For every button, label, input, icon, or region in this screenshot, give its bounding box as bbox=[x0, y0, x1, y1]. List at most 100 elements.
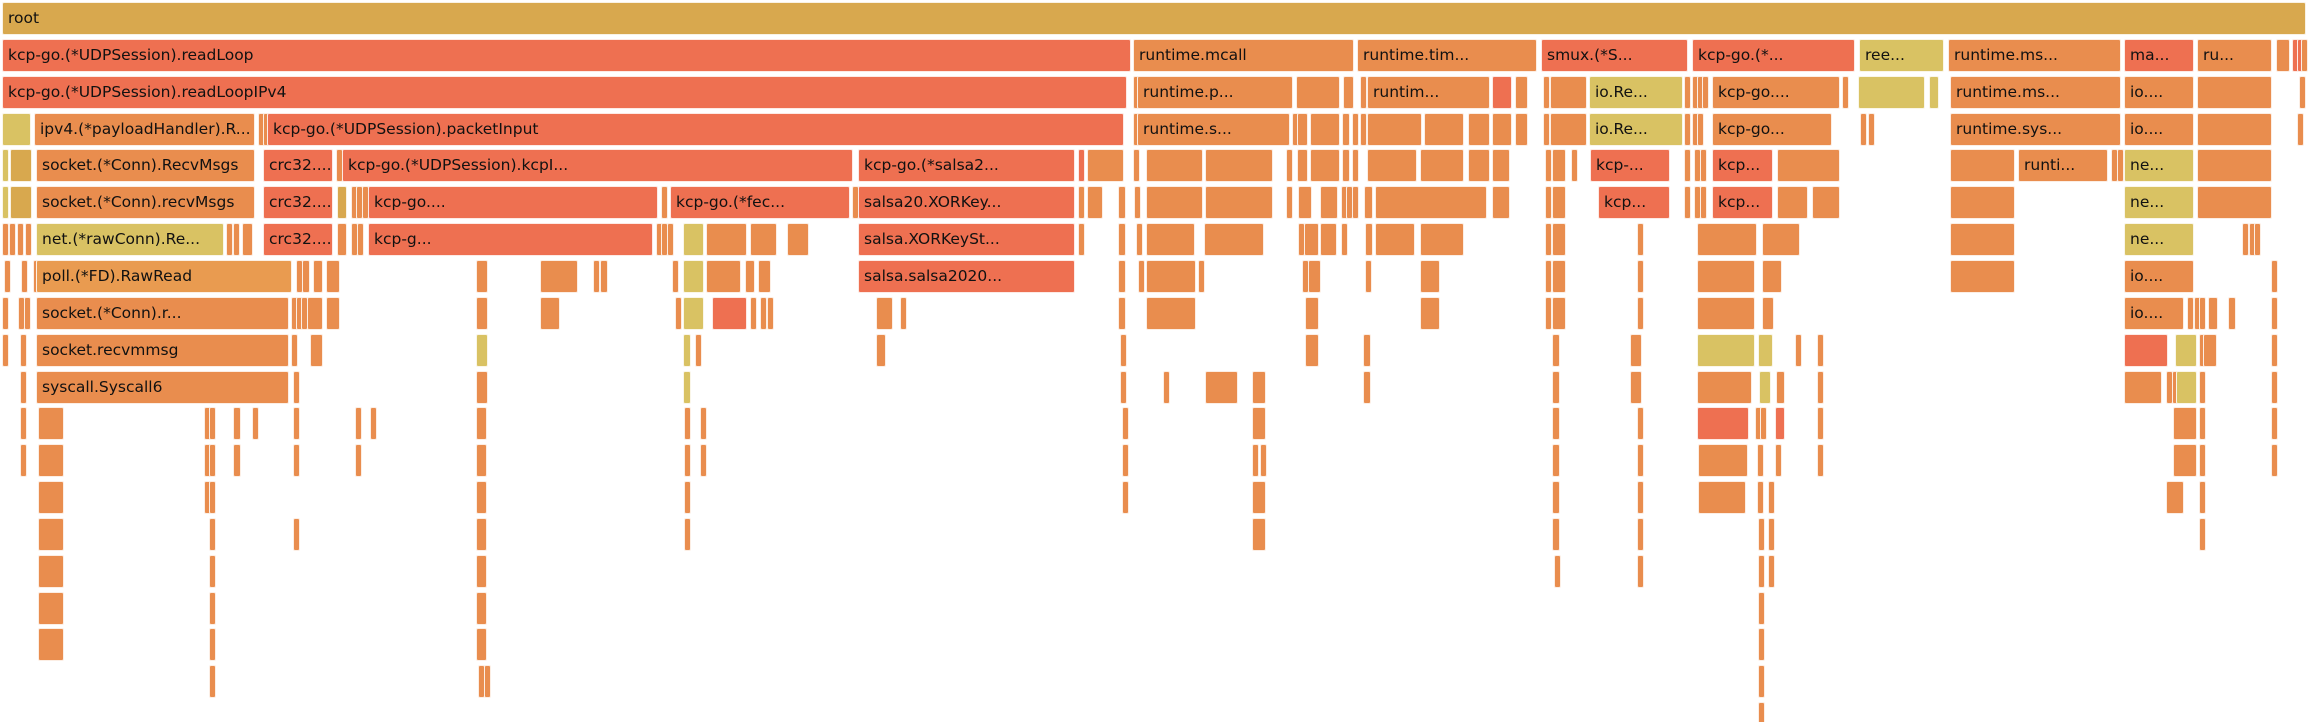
flame-block[interactable] bbox=[2, 113, 31, 146]
flame-block[interactable] bbox=[540, 260, 578, 293]
flame-block[interactable] bbox=[2199, 407, 2206, 440]
flame-block[interactable] bbox=[24, 297, 31, 330]
flame-frame[interactable]: crc32.... bbox=[263, 149, 333, 182]
flame-frame[interactable]: kcp... bbox=[1712, 149, 1773, 182]
flame-block[interactable] bbox=[1552, 223, 1566, 256]
flame-frame[interactable]: ipv4.(*payloadHandler).R... bbox=[34, 113, 255, 146]
flame-block[interactable] bbox=[706, 260, 741, 293]
flame-block[interactable] bbox=[667, 223, 674, 256]
flame-block[interactable] bbox=[209, 407, 216, 440]
flame-block[interactable] bbox=[683, 223, 704, 256]
flame-block[interactable] bbox=[600, 260, 608, 293]
flame-block[interactable] bbox=[38, 444, 64, 477]
flame-block[interactable] bbox=[1286, 186, 1293, 219]
flame-block[interactable] bbox=[767, 297, 774, 330]
flame-block[interactable] bbox=[1252, 444, 1259, 477]
flame-frame[interactable]: crc32.... bbox=[263, 223, 333, 256]
flame-block[interactable] bbox=[1545, 260, 1552, 293]
flame-block[interactable] bbox=[313, 260, 323, 293]
flame-block[interactable] bbox=[661, 186, 668, 219]
flame-block[interactable] bbox=[2208, 297, 2218, 330]
flame-block[interactable] bbox=[2173, 407, 2197, 440]
flame-block[interactable] bbox=[1702, 76, 1709, 109]
flame-block[interactable] bbox=[684, 407, 691, 440]
flame-block[interactable] bbox=[2199, 481, 2206, 514]
flame-block[interactable] bbox=[1424, 113, 1464, 146]
flame-block[interactable] bbox=[1552, 334, 1560, 367]
flame-block[interactable] bbox=[1252, 407, 1266, 440]
flame-block[interactable] bbox=[1762, 297, 1774, 330]
flame-frame[interactable]: runtime.tim... bbox=[1357, 39, 1537, 72]
flame-block[interactable] bbox=[1758, 555, 1765, 588]
flame-block[interactable] bbox=[25, 223, 32, 256]
flame-block[interactable] bbox=[1163, 371, 1170, 404]
flame-block[interactable] bbox=[355, 444, 362, 477]
flame-block[interactable] bbox=[4, 260, 11, 293]
flame-frame[interactable]: kcp-go.(*UDPSession).readLoop bbox=[2, 39, 1131, 72]
flame-block[interactable] bbox=[2271, 334, 2278, 367]
flame-block[interactable] bbox=[1298, 186, 1312, 219]
flame-block[interactable] bbox=[1146, 223, 1195, 256]
flame-frame[interactable]: ne... bbox=[2124, 186, 2194, 219]
flame-block[interactable] bbox=[1698, 481, 1746, 514]
flame-block[interactable] bbox=[1305, 334, 1319, 367]
flame-block[interactable] bbox=[1420, 260, 1440, 293]
flame-block[interactable] bbox=[1697, 371, 1752, 404]
flame-block[interactable] bbox=[310, 334, 323, 367]
flame-block[interactable] bbox=[1768, 555, 1775, 588]
flame-block[interactable] bbox=[1198, 260, 1205, 293]
flame-block[interactable] bbox=[1310, 149, 1340, 182]
flame-block[interactable] bbox=[21, 260, 28, 293]
flame-block[interactable] bbox=[20, 371, 27, 404]
flame-block[interactable] bbox=[1817, 334, 1824, 367]
flame-block[interactable] bbox=[2203, 334, 2217, 367]
flame-block[interactable] bbox=[876, 334, 886, 367]
flame-block[interactable] bbox=[1296, 76, 1340, 109]
flame-block[interactable] bbox=[1297, 149, 1308, 182]
flame-block[interactable] bbox=[1950, 260, 2015, 293]
flame-block[interactable] bbox=[1571, 149, 1578, 182]
flame-frame[interactable]: ree... bbox=[1859, 39, 1944, 72]
flame-block[interactable] bbox=[1543, 76, 1550, 109]
flame-block[interactable] bbox=[476, 481, 487, 514]
flame-block[interactable] bbox=[1078, 186, 1085, 219]
flame-block[interactable] bbox=[706, 223, 747, 256]
flame-block[interactable] bbox=[1684, 113, 1691, 146]
flame-block[interactable] bbox=[1367, 113, 1422, 146]
flame-block[interactable] bbox=[1698, 444, 1748, 477]
flame-block[interactable] bbox=[1684, 76, 1691, 109]
flame-block[interactable] bbox=[1758, 592, 1765, 625]
flame-block[interactable] bbox=[2197, 186, 2272, 219]
flame-block[interactable] bbox=[233, 407, 241, 440]
flame-block[interactable] bbox=[1364, 186, 1373, 219]
flame-block[interactable] bbox=[1260, 444, 1267, 477]
flame-block[interactable] bbox=[1078, 149, 1085, 182]
flame-block[interactable] bbox=[683, 371, 691, 404]
flame-block[interactable] bbox=[209, 555, 216, 588]
flame-block[interactable] bbox=[2124, 371, 2162, 404]
flame-block[interactable] bbox=[1775, 407, 1785, 440]
flame-block[interactable] bbox=[209, 592, 216, 625]
flame-block[interactable] bbox=[1120, 334, 1127, 367]
flame-block[interactable] bbox=[1550, 113, 1587, 146]
flame-block[interactable] bbox=[1118, 186, 1126, 219]
flame-block[interactable] bbox=[1758, 665, 1765, 698]
flame-block[interactable] bbox=[1552, 444, 1560, 477]
flame-block[interactable] bbox=[684, 518, 691, 551]
flame-block[interactable] bbox=[1375, 223, 1415, 256]
flame-block[interactable] bbox=[672, 260, 679, 293]
flame-block[interactable] bbox=[1308, 260, 1321, 293]
flame-block[interactable] bbox=[2271, 444, 2278, 477]
flame-block[interactable] bbox=[2, 186, 9, 219]
flame-block[interactable] bbox=[1120, 371, 1127, 404]
flame-block[interactable] bbox=[1252, 518, 1266, 551]
flame-block[interactable] bbox=[1637, 297, 1644, 330]
flame-block[interactable] bbox=[370, 407, 377, 440]
flame-frame[interactable]: socket.(*Conn).RecvMsgs bbox=[36, 149, 255, 182]
flame-block[interactable] bbox=[293, 407, 300, 440]
flame-block[interactable] bbox=[760, 297, 767, 330]
flame-block[interactable] bbox=[1775, 444, 1782, 477]
flame-block[interactable] bbox=[683, 334, 691, 367]
flame-frame[interactable]: io.Re... bbox=[1589, 76, 1683, 109]
flame-block[interactable] bbox=[1118, 297, 1126, 330]
